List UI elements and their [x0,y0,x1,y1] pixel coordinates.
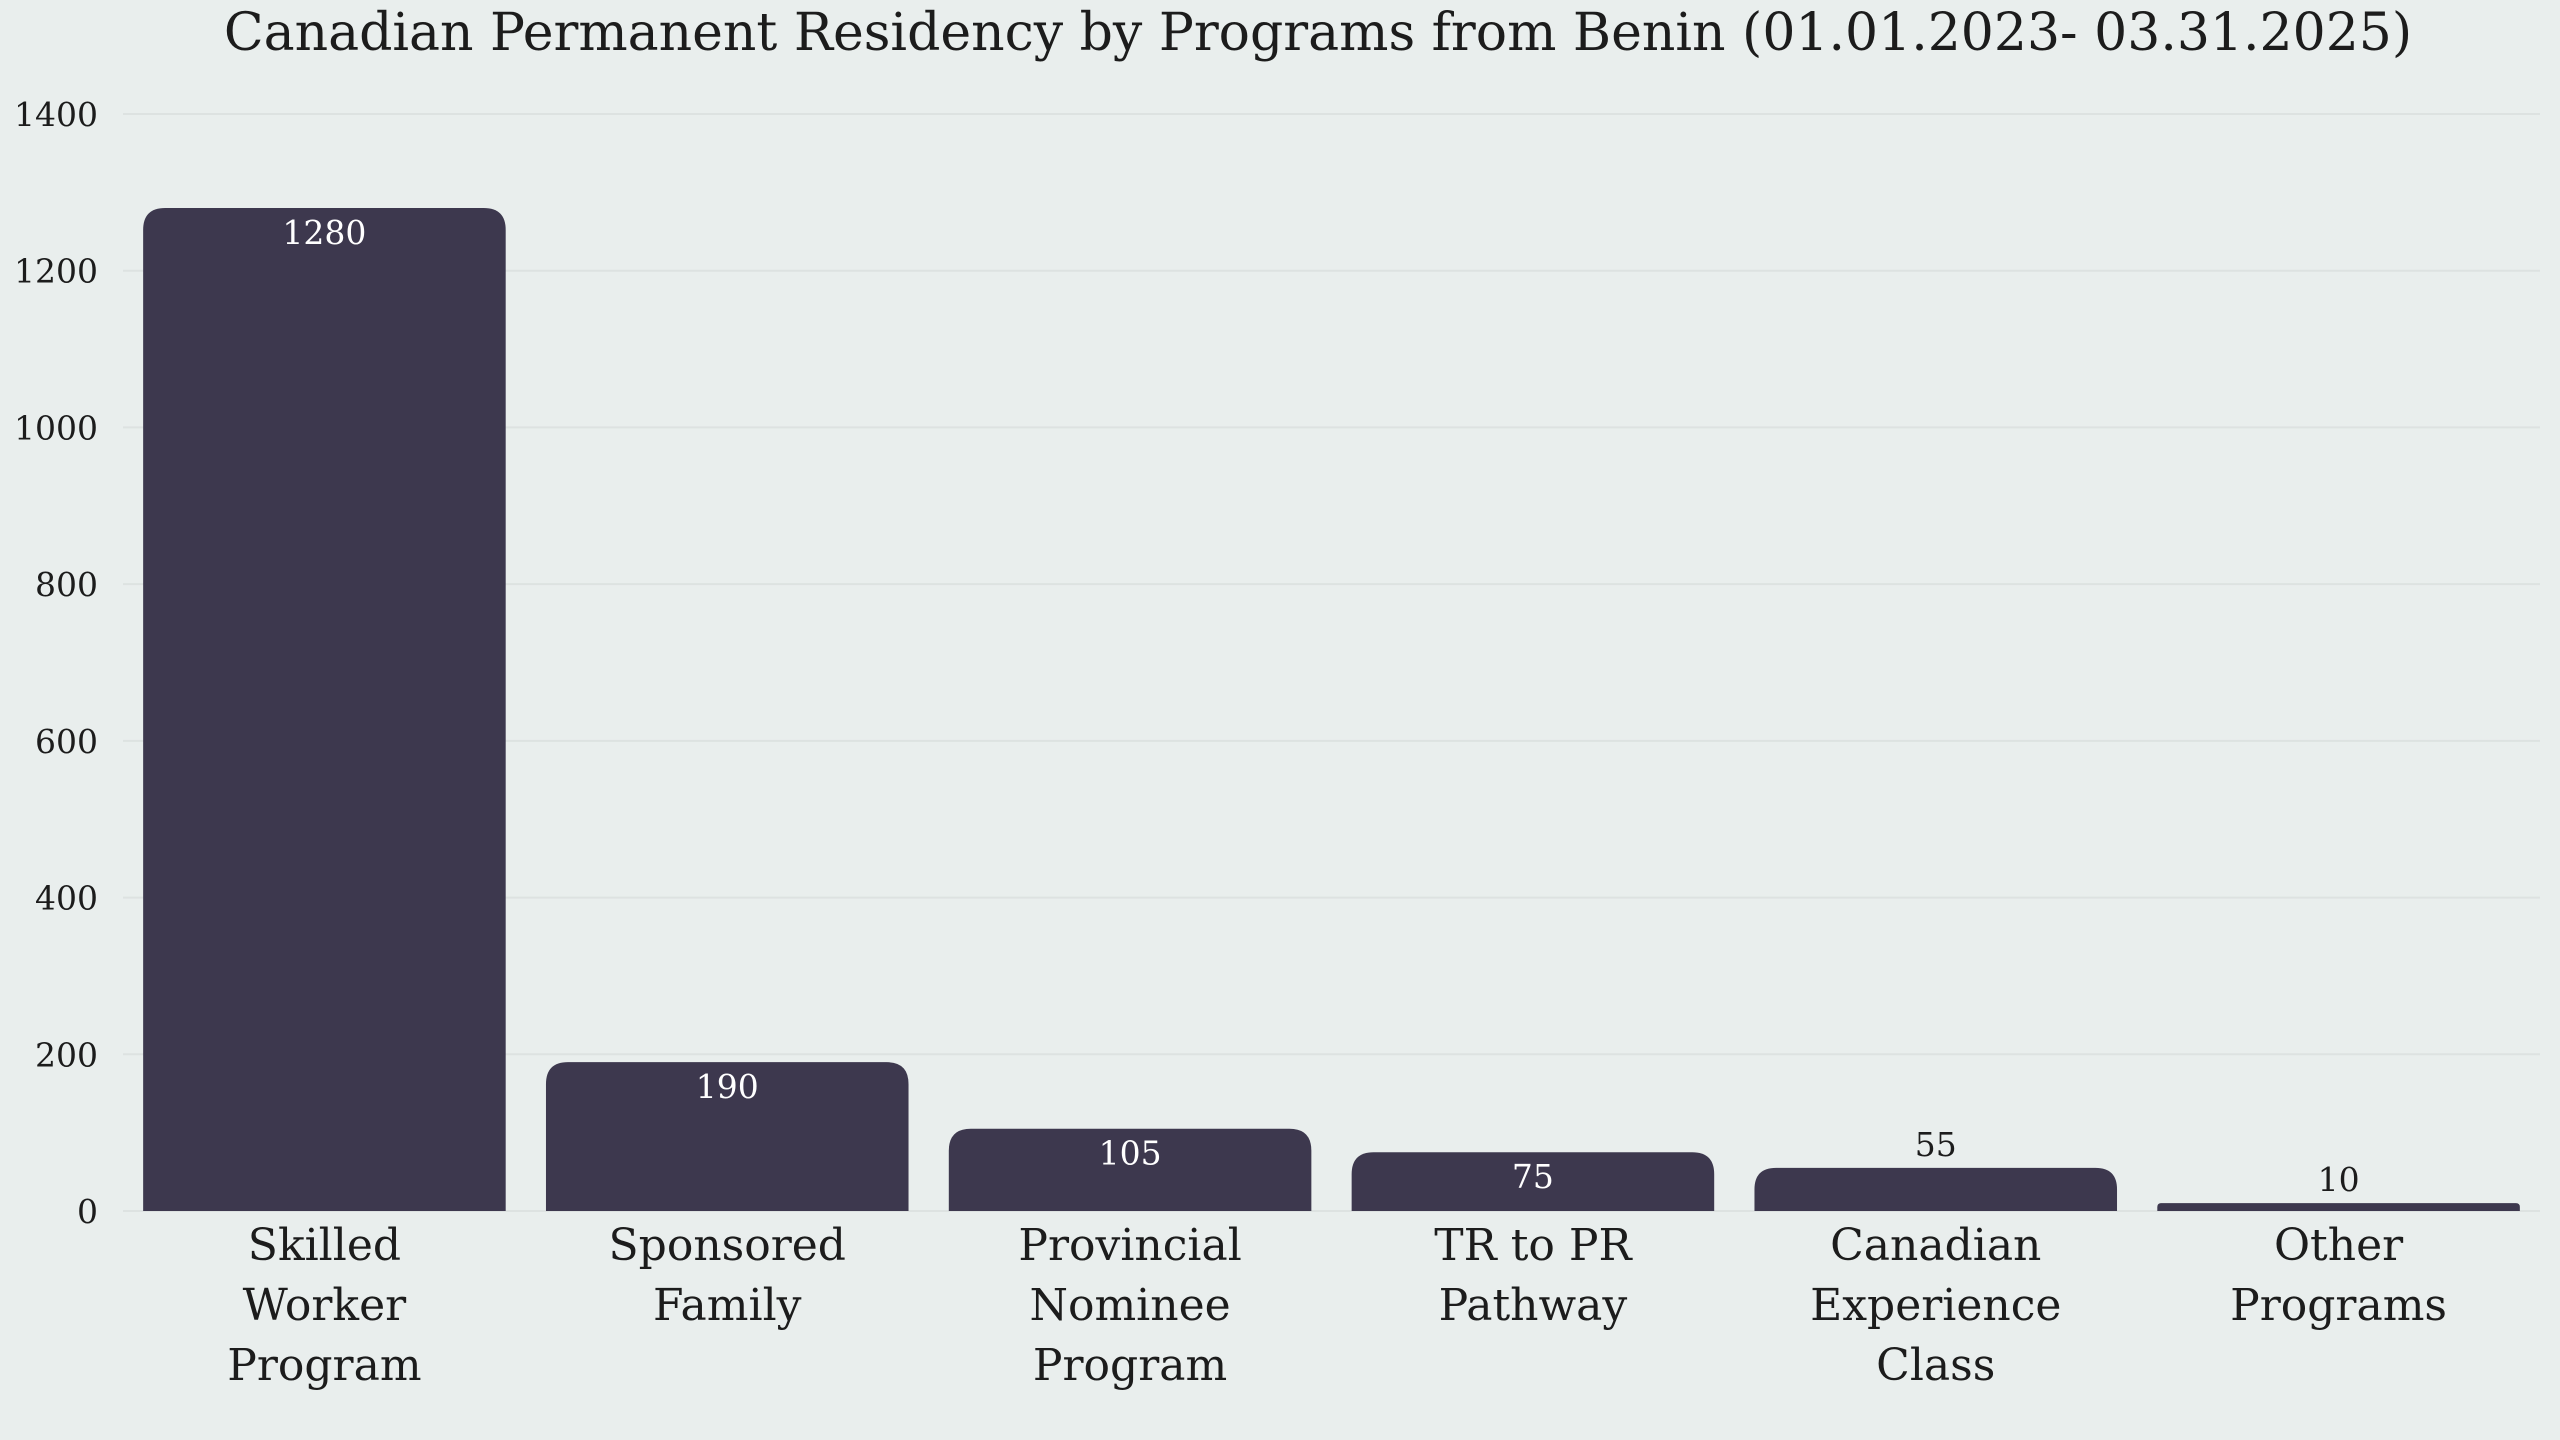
data-label: 55 [1915,1125,1957,1164]
y-tick-label: 1000 [14,408,98,447]
x-axis-ticks: Skilled Worker Program Sponsored Family Provi… [227,1220,2447,1391]
data-label: 105 [1099,1134,1162,1173]
gridlines [123,113,2540,1212]
x-tick-label: TR to PR Pathway [1434,1220,1633,1331]
data-label: 75 [1512,1157,1554,1196]
y-tick-label: 400 [35,879,98,918]
x-tick-label: Provincial Nominee Program [1018,1220,1241,1391]
bar [1351,1152,1715,1211]
x-tick-label: Other Programs [2230,1220,2447,1331]
bar [143,208,506,1211]
y-tick-label: 0 [77,1192,98,1231]
data-label: 190 [696,1067,759,1106]
data-label: 1280 [282,213,366,252]
bars [143,208,2520,1211]
bar [1754,1167,2118,1211]
data-labels: 1280 190 105 75 55 10 [282,213,2359,1199]
data-label: 10 [2318,1160,2360,1199]
bar [2157,1203,2520,1211]
y-tick-label: 800 [35,565,98,604]
bar [948,1128,1312,1211]
x-tick-label: Skilled Worker Program [227,1220,421,1391]
y-tick-label: 600 [35,722,98,761]
x-tick-label: Sponsored Family [609,1220,846,1331]
chart-title: Canadian Permanent Residency by Programs… [224,3,2412,63]
y-axis-ticks: 0 200 400 600 800 1000 1200 1400 [14,95,98,1231]
y-tick-label: 1200 [14,252,98,291]
bar [545,1062,909,1211]
y-tick-label: 1400 [14,95,98,134]
y-tick-label: 200 [35,1035,98,1074]
x-tick-label: Canadian Experience Class [1810,1220,2061,1391]
